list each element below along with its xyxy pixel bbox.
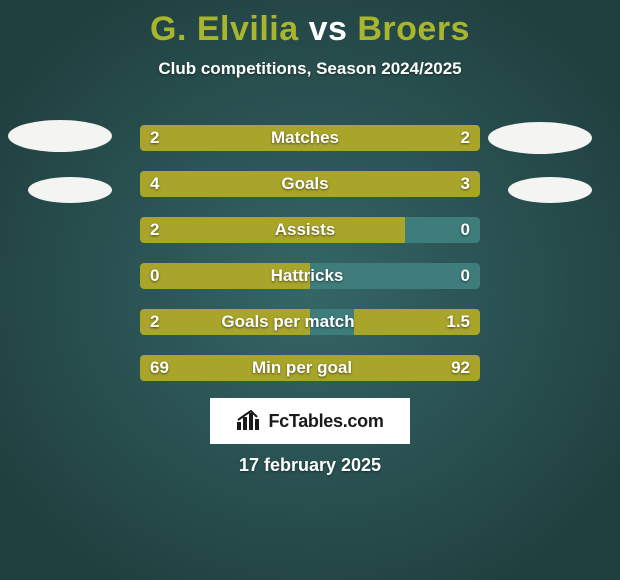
- branding-badge: FcTables.com: [210, 398, 410, 444]
- stat-row: 6992Min per goal: [140, 355, 480, 381]
- title-vs: vs: [299, 10, 358, 48]
- stat-row: 20Assists: [140, 217, 480, 243]
- stat-label: Hattricks: [140, 263, 477, 289]
- subtitle: Club competitions, Season 2024/2025: [0, 59, 620, 79]
- comparison-card: G. Elvilia vs Broers Club competitions, …: [0, 0, 620, 580]
- stat-label: Min per goal: [140, 355, 472, 381]
- left-team-badge-2: [28, 177, 112, 203]
- stat-label: Matches: [140, 125, 475, 151]
- date-label: 17 february 2025: [0, 455, 620, 476]
- stat-row: 00Hattricks: [140, 263, 480, 289]
- bar-chart-icon: [236, 410, 262, 432]
- right-team-badge-2: [508, 177, 592, 203]
- stat-label: Assists: [140, 217, 475, 243]
- left-team-badge-1: [8, 120, 112, 152]
- stat-label: Goals: [140, 171, 475, 197]
- right-team-badge-1: [488, 122, 592, 154]
- stat-label: Goals per match: [140, 309, 458, 335]
- stat-row: 43Goals: [140, 171, 480, 197]
- stat-row: 22Matches: [140, 125, 480, 151]
- stat-row: 21.5Goals per match: [140, 309, 480, 335]
- title-left-player: G. Elvilia: [150, 10, 299, 48]
- branding-text: FcTables.com: [268, 411, 383, 432]
- title-right-player: Broers: [357, 10, 470, 48]
- stat-rows: 22Matches 43Goals 20Assists 00Hattricks 21.5…: [140, 125, 480, 401]
- page-title: G. Elvilia vs Broers: [0, 0, 620, 49]
